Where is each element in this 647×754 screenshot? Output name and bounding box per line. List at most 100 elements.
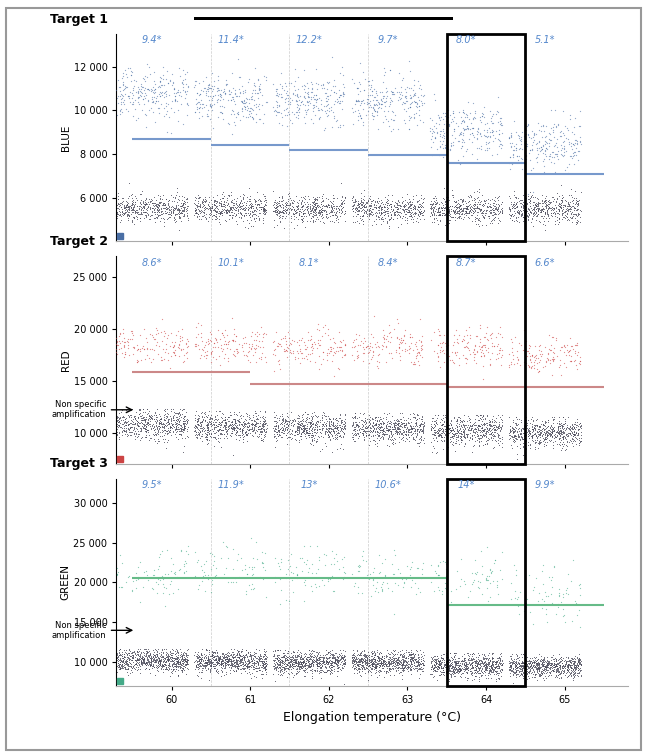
Point <box>142 657 152 670</box>
Point <box>167 422 177 434</box>
Point <box>326 415 336 427</box>
Point <box>319 547 329 559</box>
Point <box>347 655 358 667</box>
Point <box>532 653 543 665</box>
Point <box>270 109 281 121</box>
Point <box>529 665 540 677</box>
Point <box>336 345 347 357</box>
Point <box>485 359 495 371</box>
Point <box>334 66 345 78</box>
Point <box>477 421 487 433</box>
Point <box>402 433 412 445</box>
Point <box>432 435 443 447</box>
Point <box>429 202 439 214</box>
Point <box>451 433 461 445</box>
Point <box>153 204 164 216</box>
Point <box>496 431 507 443</box>
Point <box>347 427 357 439</box>
Point <box>380 94 391 106</box>
Point <box>197 99 207 111</box>
Point <box>329 431 340 443</box>
Point <box>165 660 175 672</box>
Point <box>448 189 459 201</box>
Point <box>487 652 497 664</box>
Point <box>357 428 367 440</box>
Point <box>122 214 133 226</box>
Point <box>130 412 140 424</box>
Point <box>268 650 278 662</box>
Point <box>530 441 540 453</box>
Point <box>531 200 542 212</box>
Point <box>163 661 173 673</box>
Point <box>226 418 237 430</box>
Point <box>540 216 550 228</box>
Point <box>466 667 477 679</box>
Point <box>475 657 485 669</box>
Point <box>133 207 144 219</box>
Point <box>512 150 523 162</box>
Point <box>388 206 399 218</box>
Point <box>455 127 466 139</box>
Point <box>435 657 446 670</box>
Point <box>281 572 291 584</box>
Point <box>375 654 385 666</box>
Point <box>163 415 173 428</box>
Point <box>404 123 415 135</box>
Point <box>458 423 468 435</box>
Point <box>144 657 155 670</box>
Point <box>286 195 296 207</box>
Point <box>349 662 359 674</box>
Point <box>148 651 159 663</box>
Point <box>443 104 454 116</box>
Point <box>241 337 251 349</box>
Point <box>350 415 360 428</box>
Point <box>441 664 451 676</box>
Point <box>446 112 457 124</box>
Point <box>210 434 221 446</box>
Point <box>320 644 331 656</box>
Point <box>348 418 358 430</box>
Point <box>406 428 417 440</box>
Point <box>391 655 401 667</box>
Point <box>192 207 203 219</box>
Point <box>217 107 227 119</box>
Point <box>548 661 558 673</box>
Point <box>435 656 446 668</box>
Point <box>413 652 424 664</box>
Point <box>532 420 542 432</box>
Point <box>452 421 462 434</box>
Point <box>256 321 267 333</box>
Point <box>172 655 182 667</box>
Point <box>539 167 549 179</box>
Point <box>454 208 464 220</box>
Point <box>405 664 415 676</box>
Point <box>179 422 190 434</box>
Point <box>380 198 390 210</box>
Point <box>162 653 173 665</box>
Point <box>368 658 378 670</box>
Point <box>194 415 204 428</box>
Point <box>199 198 209 210</box>
Point <box>197 664 207 676</box>
Point <box>311 198 322 210</box>
Point <box>349 409 360 421</box>
Point <box>439 132 449 144</box>
Point <box>193 428 204 440</box>
Point <box>393 423 403 435</box>
Point <box>313 207 324 219</box>
Point <box>434 661 444 673</box>
Point <box>281 199 291 211</box>
Point <box>370 649 380 661</box>
Point <box>404 196 415 208</box>
Point <box>203 655 213 667</box>
Point <box>274 652 285 664</box>
Point <box>554 420 564 432</box>
Point <box>320 105 330 117</box>
Point <box>446 354 457 366</box>
Point <box>120 416 131 428</box>
Point <box>446 662 456 674</box>
Point <box>220 204 230 216</box>
Point <box>275 656 285 668</box>
Point <box>329 426 339 438</box>
Point <box>325 664 336 676</box>
